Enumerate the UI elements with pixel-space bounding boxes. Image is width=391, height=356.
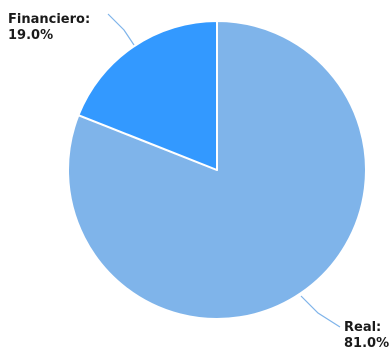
slice-label-financiero: Financiero: 19.0% [8, 12, 90, 43]
slice-label-name: Real: [344, 320, 381, 335]
leader-line-real [300, 295, 341, 328]
slice-label-value: 81.0% [344, 336, 389, 351]
leader-line-financiero [107, 13, 135, 46]
slice-label-real: Real: 81.0% [344, 320, 389, 351]
slice-label-value: 19.0% [8, 28, 53, 43]
slice-label-name: Financiero: [8, 12, 90, 27]
pie-slice-financiero [77, 20, 218, 171]
